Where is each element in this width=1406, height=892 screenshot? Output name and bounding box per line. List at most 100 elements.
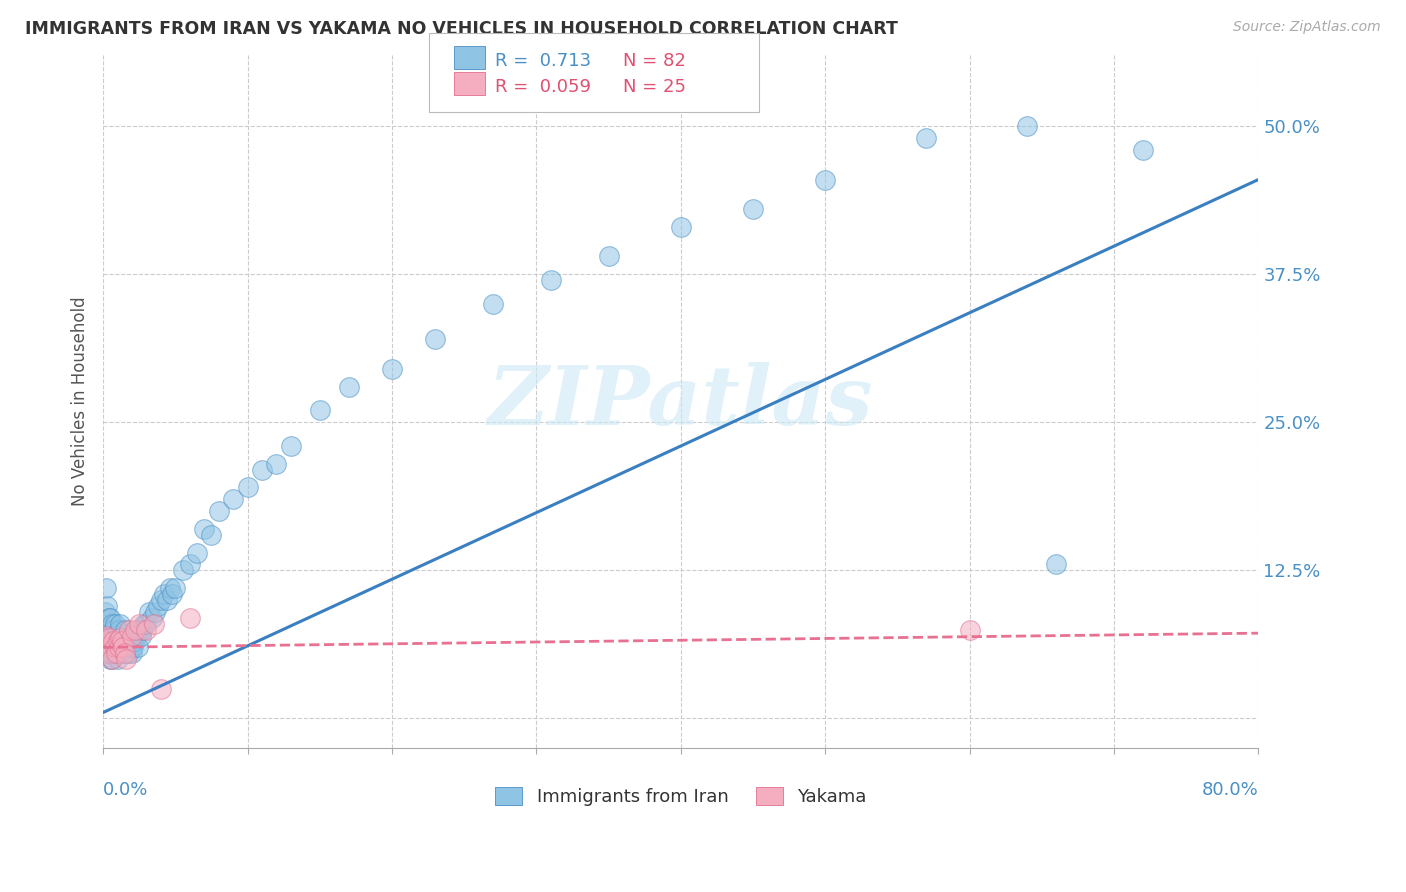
Point	[107, 652, 129, 666]
Point	[1017, 119, 1039, 133]
Point	[107, 634, 129, 648]
Point	[814, 172, 837, 186]
Point	[162, 587, 184, 601]
Point	[97, 628, 120, 642]
Point	[98, 611, 121, 625]
Point	[110, 631, 132, 645]
Point	[105, 646, 128, 660]
Point	[110, 616, 132, 631]
Point	[114, 646, 136, 660]
Point	[105, 646, 128, 660]
Point	[337, 380, 360, 394]
Point	[125, 628, 148, 642]
Text: 80.0%: 80.0%	[1202, 781, 1258, 799]
Text: Source: ZipAtlas.com: Source: ZipAtlas.com	[1233, 20, 1381, 34]
Point	[236, 480, 259, 494]
Point	[128, 616, 150, 631]
Point	[141, 611, 163, 625]
Point	[250, 463, 273, 477]
Point	[96, 623, 118, 637]
Point	[200, 528, 222, 542]
Point	[115, 652, 138, 666]
Point	[96, 599, 118, 613]
Point	[98, 646, 121, 660]
Point	[94, 581, 117, 595]
Point	[98, 652, 121, 666]
Point	[103, 634, 125, 648]
Text: R =  0.059: R = 0.059	[495, 78, 591, 96]
Point	[93, 605, 115, 619]
Point	[98, 640, 121, 655]
Point	[103, 623, 125, 637]
Point	[165, 581, 187, 595]
Point	[101, 616, 124, 631]
Point	[381, 362, 404, 376]
Point	[94, 623, 117, 637]
Point	[97, 611, 120, 625]
Point	[127, 640, 149, 655]
Point	[1045, 558, 1067, 572]
Point	[124, 634, 146, 648]
Point	[114, 640, 136, 655]
Point	[108, 640, 131, 655]
Point	[112, 646, 135, 660]
Point	[121, 628, 143, 642]
Point	[108, 623, 131, 637]
Point	[118, 623, 141, 637]
Point	[101, 652, 124, 666]
Y-axis label: No Vehicles in Household: No Vehicles in Household	[72, 297, 89, 507]
Point	[149, 681, 172, 696]
Text: 0.0%: 0.0%	[103, 781, 149, 799]
Text: ZIPatlas: ZIPatlas	[488, 361, 873, 442]
Point	[143, 605, 166, 619]
Point	[146, 599, 169, 613]
Point	[115, 646, 138, 660]
Point	[156, 593, 179, 607]
Point	[97, 646, 120, 660]
Point	[110, 640, 132, 655]
Point	[159, 581, 181, 595]
Point	[93, 634, 115, 648]
Point	[114, 623, 136, 637]
Point	[132, 616, 155, 631]
Point	[598, 250, 620, 264]
Point	[540, 273, 562, 287]
Point	[104, 640, 127, 655]
Point	[959, 623, 981, 637]
Point	[135, 616, 157, 631]
Point	[129, 628, 152, 642]
Text: IMMIGRANTS FROM IRAN VS YAKAMA NO VEHICLES IN HOUSEHOLD CORRELATION CHART: IMMIGRANTS FROM IRAN VS YAKAMA NO VEHICL…	[25, 20, 898, 37]
Point	[208, 504, 231, 518]
Point	[96, 640, 118, 655]
Point	[107, 634, 129, 648]
Point	[122, 640, 145, 655]
Point	[94, 628, 117, 642]
Point	[118, 646, 141, 660]
Point	[101, 652, 124, 666]
Point	[101, 634, 124, 648]
Point	[193, 522, 215, 536]
Point	[742, 202, 765, 216]
Point	[97, 631, 120, 645]
Point	[111, 634, 134, 648]
Point	[142, 616, 165, 631]
Point	[425, 332, 447, 346]
Point	[482, 297, 505, 311]
Point	[915, 131, 938, 145]
Point	[222, 492, 245, 507]
Point	[135, 623, 157, 637]
Point	[117, 640, 139, 655]
Text: N = 82: N = 82	[623, 53, 686, 70]
Point	[128, 623, 150, 637]
Point	[96, 640, 118, 655]
Legend: Immigrants from Iran, Yakama: Immigrants from Iran, Yakama	[486, 779, 876, 815]
Point	[131, 623, 153, 637]
Point	[105, 628, 128, 642]
Point	[1132, 143, 1154, 157]
Point	[104, 640, 127, 655]
Point	[93, 634, 115, 648]
Point	[103, 646, 125, 660]
Point	[266, 457, 288, 471]
Point	[186, 546, 208, 560]
Point	[152, 587, 174, 601]
